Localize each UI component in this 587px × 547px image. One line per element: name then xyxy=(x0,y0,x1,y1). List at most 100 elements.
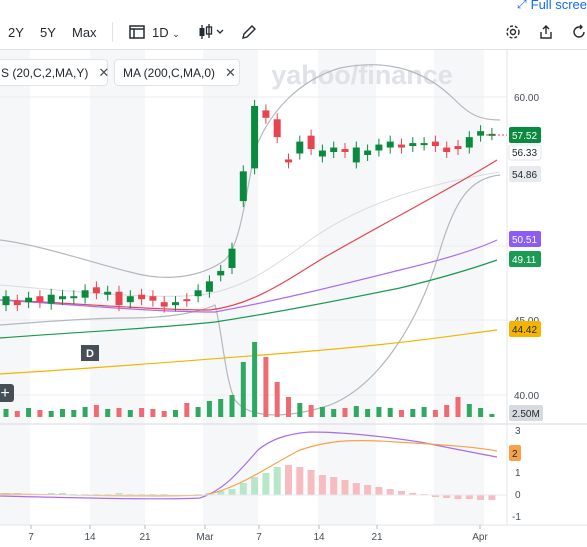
candle-body[interactable] xyxy=(47,294,55,304)
macd-hist-bar xyxy=(454,495,462,499)
candle-body[interactable] xyxy=(228,248,236,268)
candle-body[interactable] xyxy=(443,147,451,153)
price-chart[interactable]: yahoo/finance D + 60.00 45.00 40.00 57.5… xyxy=(0,50,587,547)
candle-body[interactable] xyxy=(251,105,259,169)
range-max-button[interactable]: Max xyxy=(72,25,97,40)
indicator-chip-ma[interactable]: MA (200,C,MA,0) ✕ xyxy=(114,59,240,86)
ma-yellow-tag-text: 44.42 xyxy=(512,325,537,336)
volume-tag xyxy=(509,405,543,421)
candle-body[interactable] xyxy=(420,143,428,146)
candle-body[interactable] xyxy=(217,270,225,276)
candle-body[interactable] xyxy=(409,143,417,147)
candle-body[interactable] xyxy=(398,144,405,148)
date-tick-label: 7 xyxy=(256,532,262,543)
macd-hist-bar xyxy=(285,465,292,495)
date-tick-label: Mar xyxy=(196,532,214,543)
candle-body[interactable] xyxy=(285,159,292,163)
candle-body[interactable] xyxy=(183,299,191,302)
indicator-chip-label: S (20,C,2,MA,Y) xyxy=(1,65,89,80)
price-tick-40: 40.00 xyxy=(514,391,539,402)
volume-series xyxy=(3,342,495,417)
add-indicator-button[interactable]: + xyxy=(0,384,14,402)
dividend-marker[interactable] xyxy=(81,345,99,361)
plus-icon: + xyxy=(0,385,9,402)
macd-hist-bar xyxy=(318,475,326,495)
volume-bar xyxy=(82,407,88,417)
reset-icon[interactable] xyxy=(570,23,587,41)
indicator-chip-label: MA (200,C,MA,0) xyxy=(123,65,216,80)
chart-toolbar: 2Y 5Y Max 1D ⌄ xyxy=(0,20,587,48)
volume-bar xyxy=(206,401,212,417)
candle-body[interactable] xyxy=(2,296,10,306)
candlestick-icon[interactable] xyxy=(198,23,226,41)
macd-hist-bar xyxy=(296,467,304,495)
volume-bar xyxy=(218,399,224,417)
candle-body[interactable] xyxy=(149,296,157,301)
candle-body[interactable] xyxy=(341,149,349,153)
candle-body[interactable] xyxy=(160,302,168,307)
close-icon[interactable]: ✕ xyxy=(98,64,110,80)
candle-body[interactable] xyxy=(330,147,338,153)
bb-middle-tag-text: 54.86 xyxy=(512,170,537,181)
macd-hist-bar xyxy=(228,489,236,495)
settings-gear-icon[interactable] xyxy=(504,23,522,41)
candle-body[interactable] xyxy=(465,137,473,148)
candle-body[interactable] xyxy=(352,147,360,163)
macd-hist-bar xyxy=(217,491,225,495)
candle-body[interactable] xyxy=(126,296,134,303)
macd-hist-bar xyxy=(352,483,360,495)
candle-body[interactable] xyxy=(59,296,66,300)
volume-bar xyxy=(286,397,291,417)
candle-body[interactable] xyxy=(172,302,179,306)
macd-hist-bar xyxy=(465,495,473,499)
candle-body[interactable] xyxy=(364,150,372,155)
macd-hist-bar xyxy=(375,487,383,495)
candle-body[interactable] xyxy=(273,119,281,138)
volume-bar xyxy=(489,414,495,417)
interval-select[interactable]: 1D ⌄ xyxy=(152,25,180,40)
candle-body[interactable] xyxy=(477,131,485,136)
candle-body[interactable] xyxy=(205,281,213,292)
candle-body[interactable] xyxy=(386,141,394,148)
candle-body[interactable] xyxy=(81,290,89,298)
draw-pencil-icon[interactable] xyxy=(240,23,258,41)
volume-bar xyxy=(252,342,258,417)
volume-bar xyxy=(48,411,54,417)
last-price-tag xyxy=(509,127,541,143)
candle-body[interactable] xyxy=(296,141,304,154)
range-2y-button[interactable]: 2Y xyxy=(8,25,24,40)
volume-bar xyxy=(60,409,65,417)
candle-body[interactable] xyxy=(239,171,247,202)
macd-hist-bar xyxy=(477,495,485,500)
candle-body[interactable] xyxy=(138,294,146,300)
candle-body[interactable] xyxy=(25,297,33,303)
ma-green-tag-text: 49.11 xyxy=(512,255,537,266)
candle-body[interactable] xyxy=(375,144,383,151)
range-5y-button[interactable]: 5Y xyxy=(40,25,56,40)
candle-body[interactable] xyxy=(104,291,112,295)
macd-hist-bar xyxy=(47,493,55,495)
candle-body[interactable] xyxy=(36,296,44,303)
candle-body[interactable] xyxy=(70,296,78,299)
candle-body[interactable] xyxy=(92,287,100,294)
volume-bar xyxy=(342,408,348,417)
close-icon[interactable]: ✕ xyxy=(225,64,236,80)
candle-body[interactable] xyxy=(318,150,326,157)
candle-body[interactable] xyxy=(431,141,439,147)
volume-bar xyxy=(274,382,280,417)
candle-body[interactable] xyxy=(115,291,123,306)
macd-hist-bar xyxy=(364,485,372,495)
chart-type-icon[interactable] xyxy=(128,23,146,41)
candle-body[interactable] xyxy=(307,135,315,150)
fullscreen-link[interactable]: ⤢ Full scree xyxy=(517,0,587,12)
indicator-chip-bollinger[interactable]: S (20,C,2,MA,Y) ✕ xyxy=(0,59,110,86)
macd-hist-bar xyxy=(251,477,259,495)
candle-body[interactable] xyxy=(13,300,21,306)
candle-body[interactable] xyxy=(262,110,270,118)
candle-body[interactable] xyxy=(454,146,462,150)
candle-body[interactable] xyxy=(194,290,202,297)
share-icon[interactable] xyxy=(537,23,555,41)
date-tick-label: 14 xyxy=(313,532,325,543)
volume-bar xyxy=(127,410,133,417)
price-tick-60: 60.00 xyxy=(514,93,539,104)
